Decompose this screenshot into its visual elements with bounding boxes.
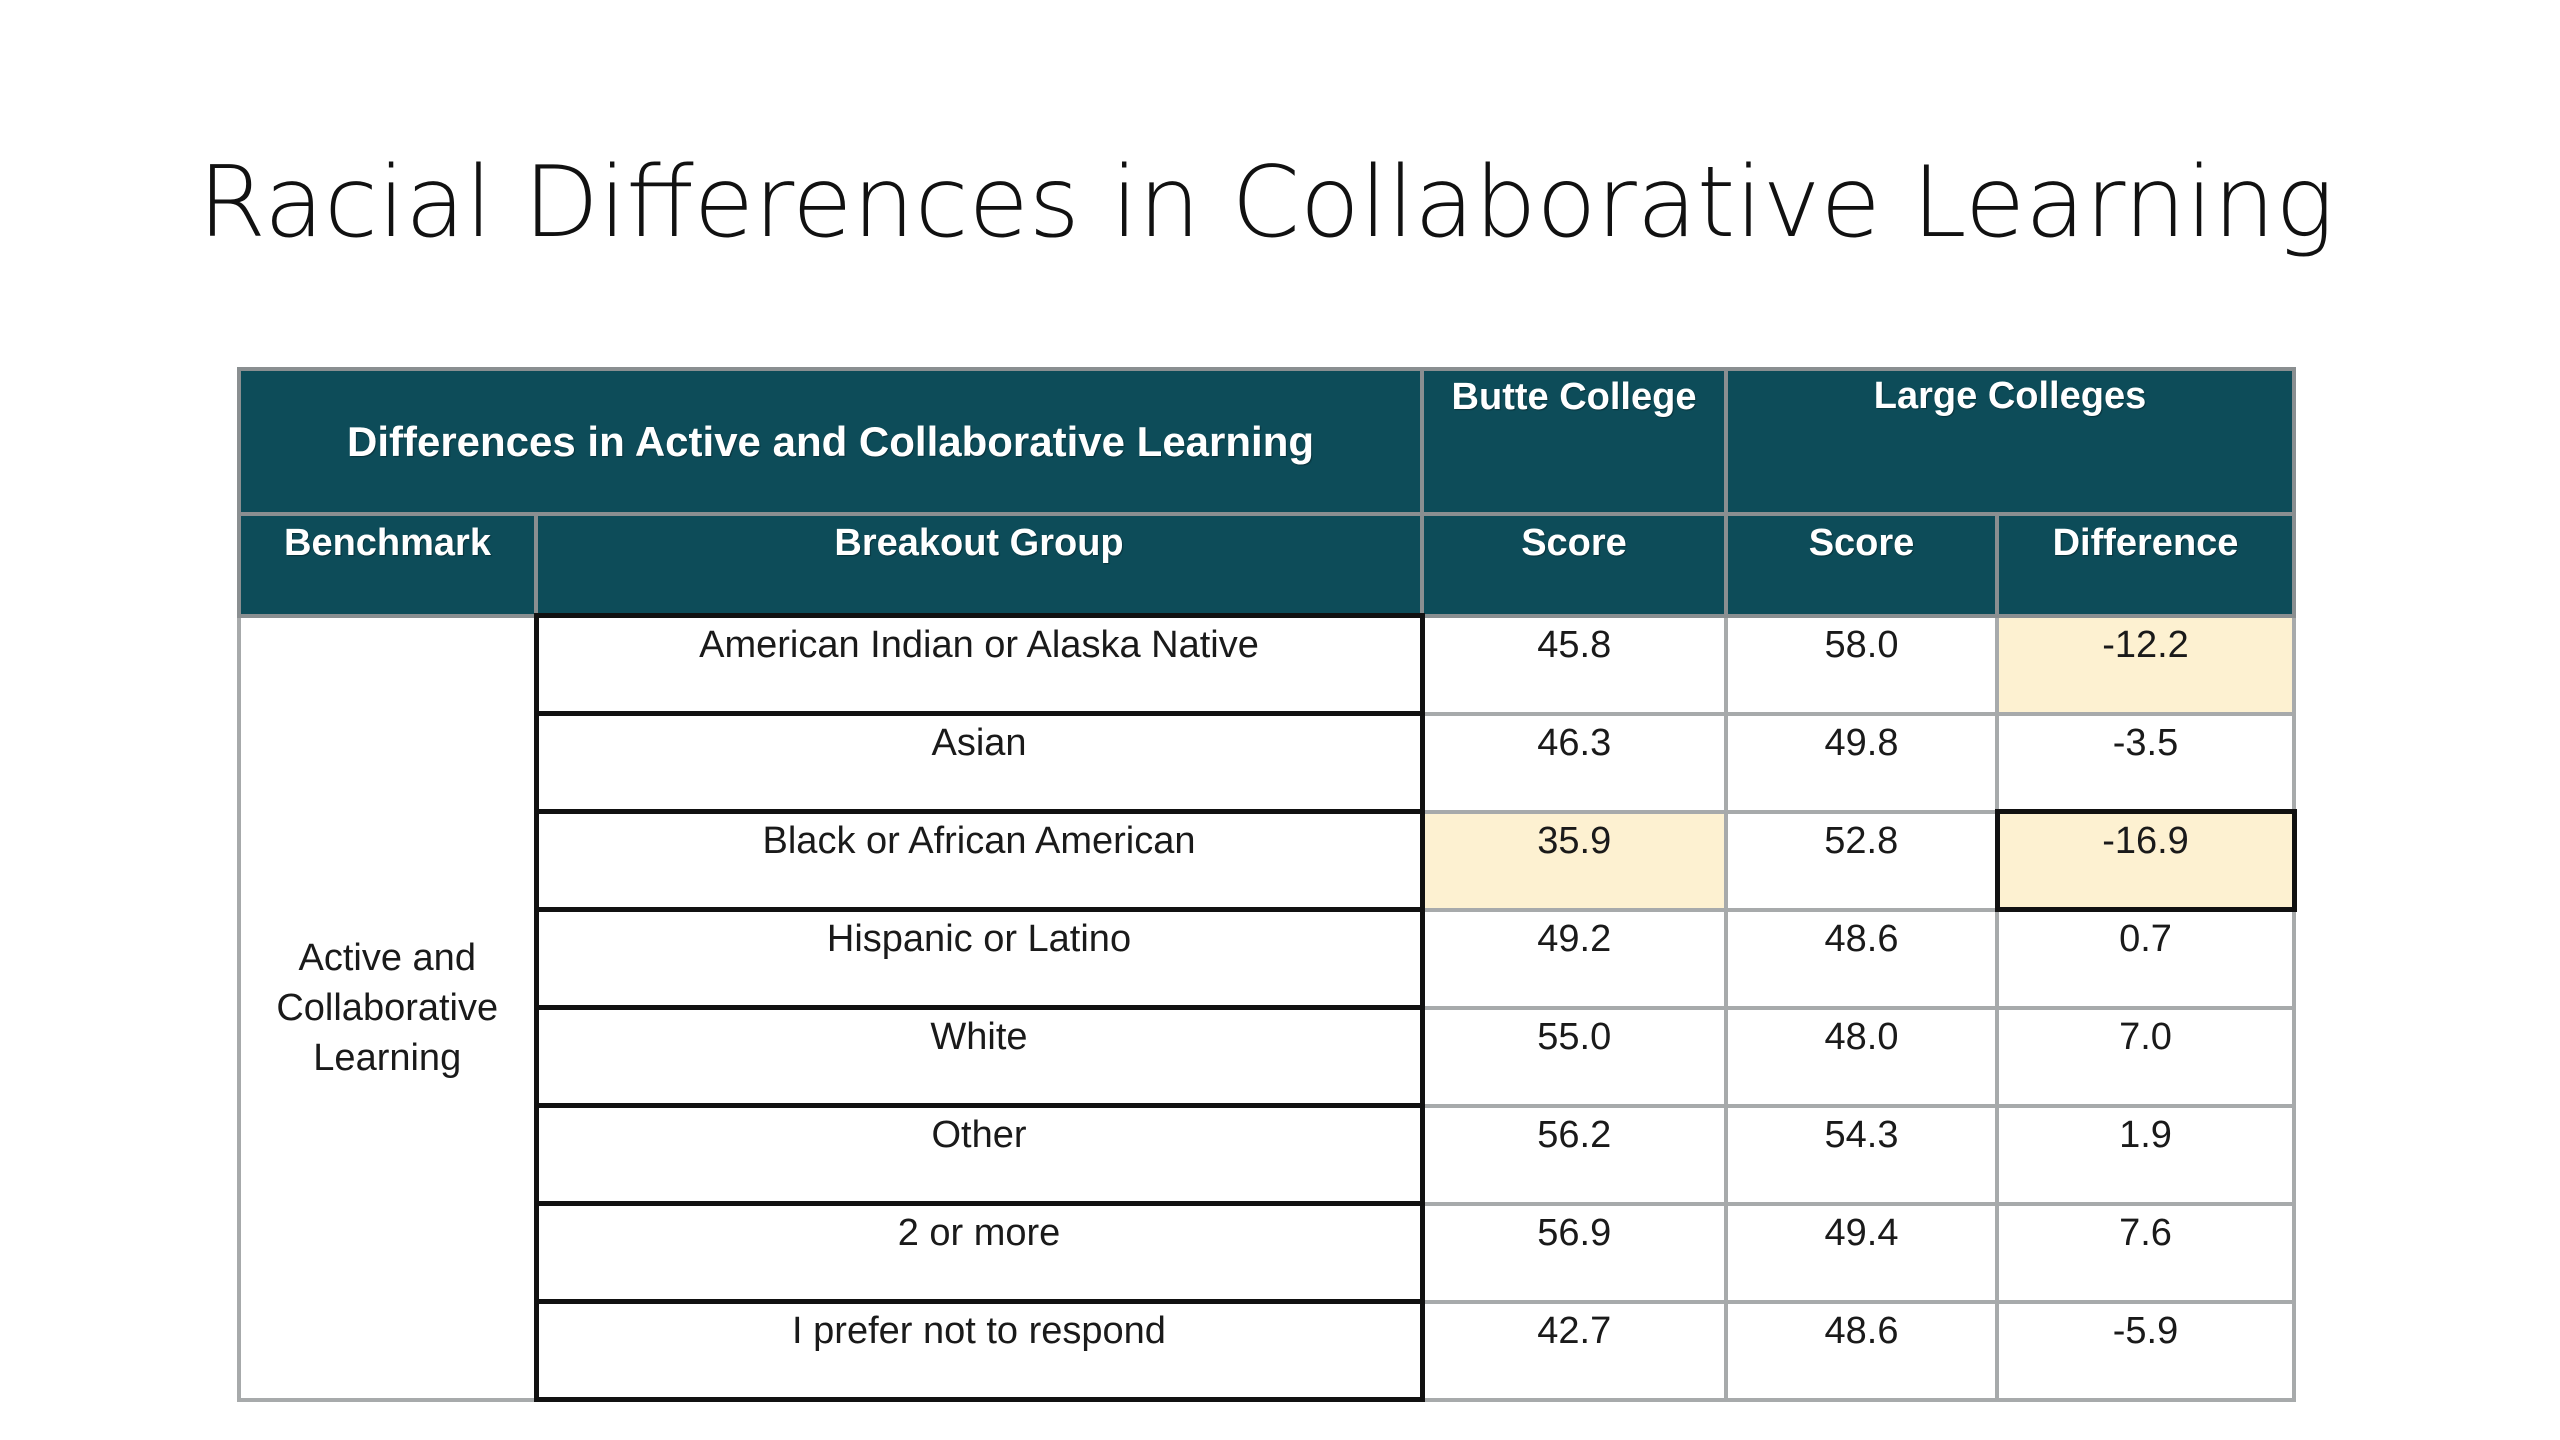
butte-college-heading: Butte College (1420, 367, 1728, 516)
difference-cell: -5.9 (1994, 1299, 2297, 1402)
butte-score-cell: 42.7 (1420, 1299, 1728, 1402)
butte-score-cell: 35.9 (1420, 809, 1728, 912)
table-row: I prefer not to respond 42.7 48.6 -5.9 (239, 1299, 2297, 1402)
difference-cell: 1.9 (1994, 1103, 2297, 1206)
difference-cell: 7.0 (1994, 1005, 2297, 1108)
large-score-cell: 58.0 (1724, 613, 1999, 716)
large-score-cell: 52.8 (1724, 809, 1999, 912)
butte-score-cell: 45.8 (1420, 613, 1728, 716)
large-score-cell: 54.3 (1724, 1103, 1999, 1206)
large-score-cell: 48.0 (1724, 1005, 1999, 1108)
large-score-cell: 49.4 (1724, 1201, 1999, 1304)
large-colleges-heading: Large Colleges (1723, 367, 2297, 516)
table-row: Black or African American 35.9 52.8 -16.… (239, 809, 2297, 912)
table-row: Asian 46.3 49.8 -3.5 (239, 711, 2297, 814)
large-score-cell: 49.8 (1724, 711, 1999, 814)
butte-score-column-header: Score (1420, 512, 1728, 618)
butte-score-cell: 56.2 (1420, 1103, 1728, 1206)
comparison-table: Differences in Active and Collaborative … (237, 367, 2297, 1402)
butte-score-cell: 49.2 (1420, 907, 1728, 1010)
butte-score-cell: 46.3 (1420, 711, 1728, 814)
breakout-group-column-header: Breakout Group (534, 512, 1424, 618)
large-score-column-header: Score (1724, 512, 1999, 618)
difference-cell: -16.9 (1994, 809, 2297, 912)
breakout-group-cell: Asian (533, 711, 1425, 814)
butte-score-cell: 56.9 (1420, 1201, 1728, 1304)
breakout-group-cell: Other (533, 1103, 1425, 1206)
breakout-group-cell: Black or African American (533, 809, 1425, 912)
table-row: Active and Collaborative Learning Americ… (237, 613, 2297, 1402)
table-row: 2 or more 56.9 49.4 7.6 (239, 1201, 2297, 1304)
table-subheader-row: Benchmark Breakout Group Score Score Dif… (237, 512, 2297, 618)
breakout-group-cell: 2 or more (533, 1201, 1425, 1304)
breakout-group-cell: I prefer not to respond (533, 1299, 1425, 1402)
benchmark-cell: Active and Collaborative Learning (237, 613, 538, 1402)
large-score-cell: 48.6 (1724, 1299, 1999, 1402)
table-header-row: Differences in Active and Collaborative … (237, 367, 2297, 516)
breakout-group-cell: Hispanic or Latino (533, 907, 1425, 1010)
table-row: Other 56.2 54.3 1.9 (239, 1103, 2297, 1206)
table-row: Hispanic or Latino 49.2 48.6 0.7 (239, 907, 2297, 1010)
difference-cell: 7.6 (1994, 1201, 2297, 1304)
table-row: White 55.0 48.0 7.0 (239, 1005, 2297, 1108)
slide-title: Racial Differences in Collaborative Lear… (198, 146, 2334, 260)
difference-column-header: Difference (1994, 512, 2297, 618)
benchmark-column-header: Benchmark (237, 512, 538, 618)
large-score-cell: 48.6 (1724, 907, 1999, 1010)
breakout-group-cell: American Indian or Alaska Native (533, 613, 1425, 716)
table-main-heading: Differences in Active and Collaborative … (237, 367, 1424, 516)
breakout-group-cell: White (533, 1005, 1425, 1108)
difference-cell: -3.5 (1994, 711, 2297, 814)
butte-score-cell: 55.0 (1420, 1005, 1728, 1108)
difference-cell: -12.2 (1994, 613, 2297, 716)
difference-cell: 0.7 (1994, 907, 2297, 1010)
